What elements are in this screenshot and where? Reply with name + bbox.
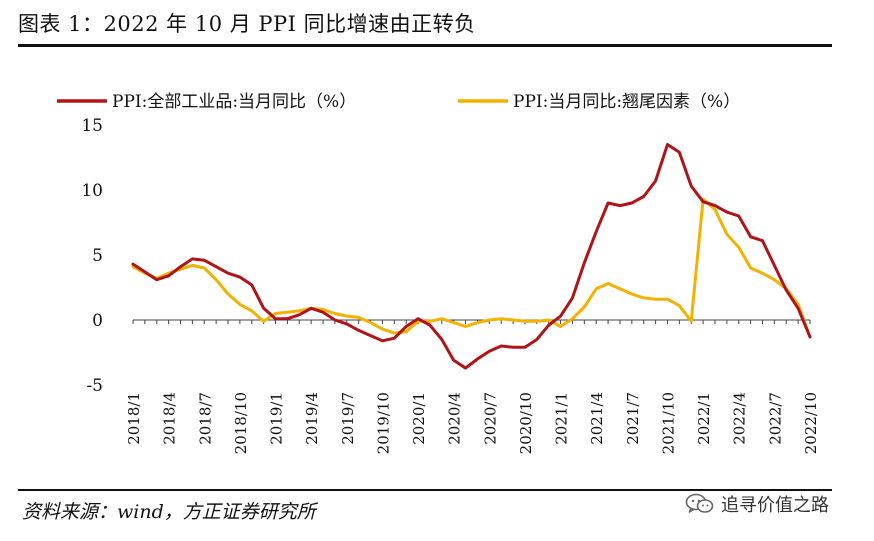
x-tick-label: 2022/1	[695, 392, 713, 445]
watermark-text: 追寻价值之路	[721, 495, 829, 516]
source-note: 资料来源：wind，方正证券研究所	[22, 501, 316, 523]
x-tick-label: 2021/10	[659, 392, 677, 454]
x-tick-label: 2022/7	[766, 392, 784, 445]
title-divider	[18, 44, 832, 47]
x-tick-label: 2020/7	[481, 392, 499, 445]
x-tick-label: 2021/4	[588, 392, 606, 445]
y-axis: -5 0 5 10 15	[81, 116, 103, 396]
x-tick-label: 2019/7	[339, 392, 357, 445]
x-tick-label: 2020/10	[517, 392, 535, 454]
legend-label-carryover: PPI:当月同比:翘尾因素（%）	[513, 92, 740, 112]
x-tick-label: 2022/4	[731, 392, 749, 445]
x-axis: 2018/1 2018/4 2018/7 2018/10 2019/1 2019/4 201…	[125, 319, 820, 454]
x-tick-label: 2019/1	[268, 392, 286, 445]
x-tick-label: 2019/4	[303, 392, 321, 445]
x-tick-label: 2018/1	[125, 392, 143, 445]
y-tick-label: -5	[86, 376, 103, 396]
wechat-icon	[685, 493, 714, 513]
y-tick-label: 10	[81, 181, 103, 201]
series-line-carryover	[131, 197, 812, 339]
page-title: 图表 1：2022 年 10 月 PPI 同比增速由正转负	[18, 12, 476, 36]
x-tick-label: 2018/7	[196, 392, 214, 445]
series-line-all-industrial	[131, 143, 812, 370]
source-divider	[18, 489, 832, 491]
line-chart: PPI:全部工业品:当月同比（%） PPI:当月同比:翘尾因素（%） -5 0 5 1…	[57, 92, 820, 454]
x-tick-label: 2022/10	[802, 392, 820, 454]
y-tick-label: 15	[81, 116, 103, 136]
x-tick-label: 2019/10	[374, 392, 392, 454]
chart-legend: PPI:全部工业品:当月同比（%） PPI:当月同比:翘尾因素（%）	[57, 92, 740, 112]
x-tick-label: 2020/1	[410, 392, 428, 445]
series-layer	[131, 143, 812, 370]
legend-label-all-industrial: PPI:全部工业品:当月同比（%）	[112, 92, 356, 112]
y-tick-label: 0	[92, 311, 103, 331]
x-tick-label: 2018/10	[232, 392, 250, 454]
x-tick-label: 2021/1	[553, 392, 571, 445]
x-tick-label: 2021/7	[624, 392, 642, 445]
y-tick-label: 5	[92, 246, 103, 266]
x-tick-label: 2018/4	[161, 392, 179, 445]
x-tick-label: 2020/4	[446, 392, 464, 445]
watermark: 追寻价值之路	[685, 492, 829, 516]
